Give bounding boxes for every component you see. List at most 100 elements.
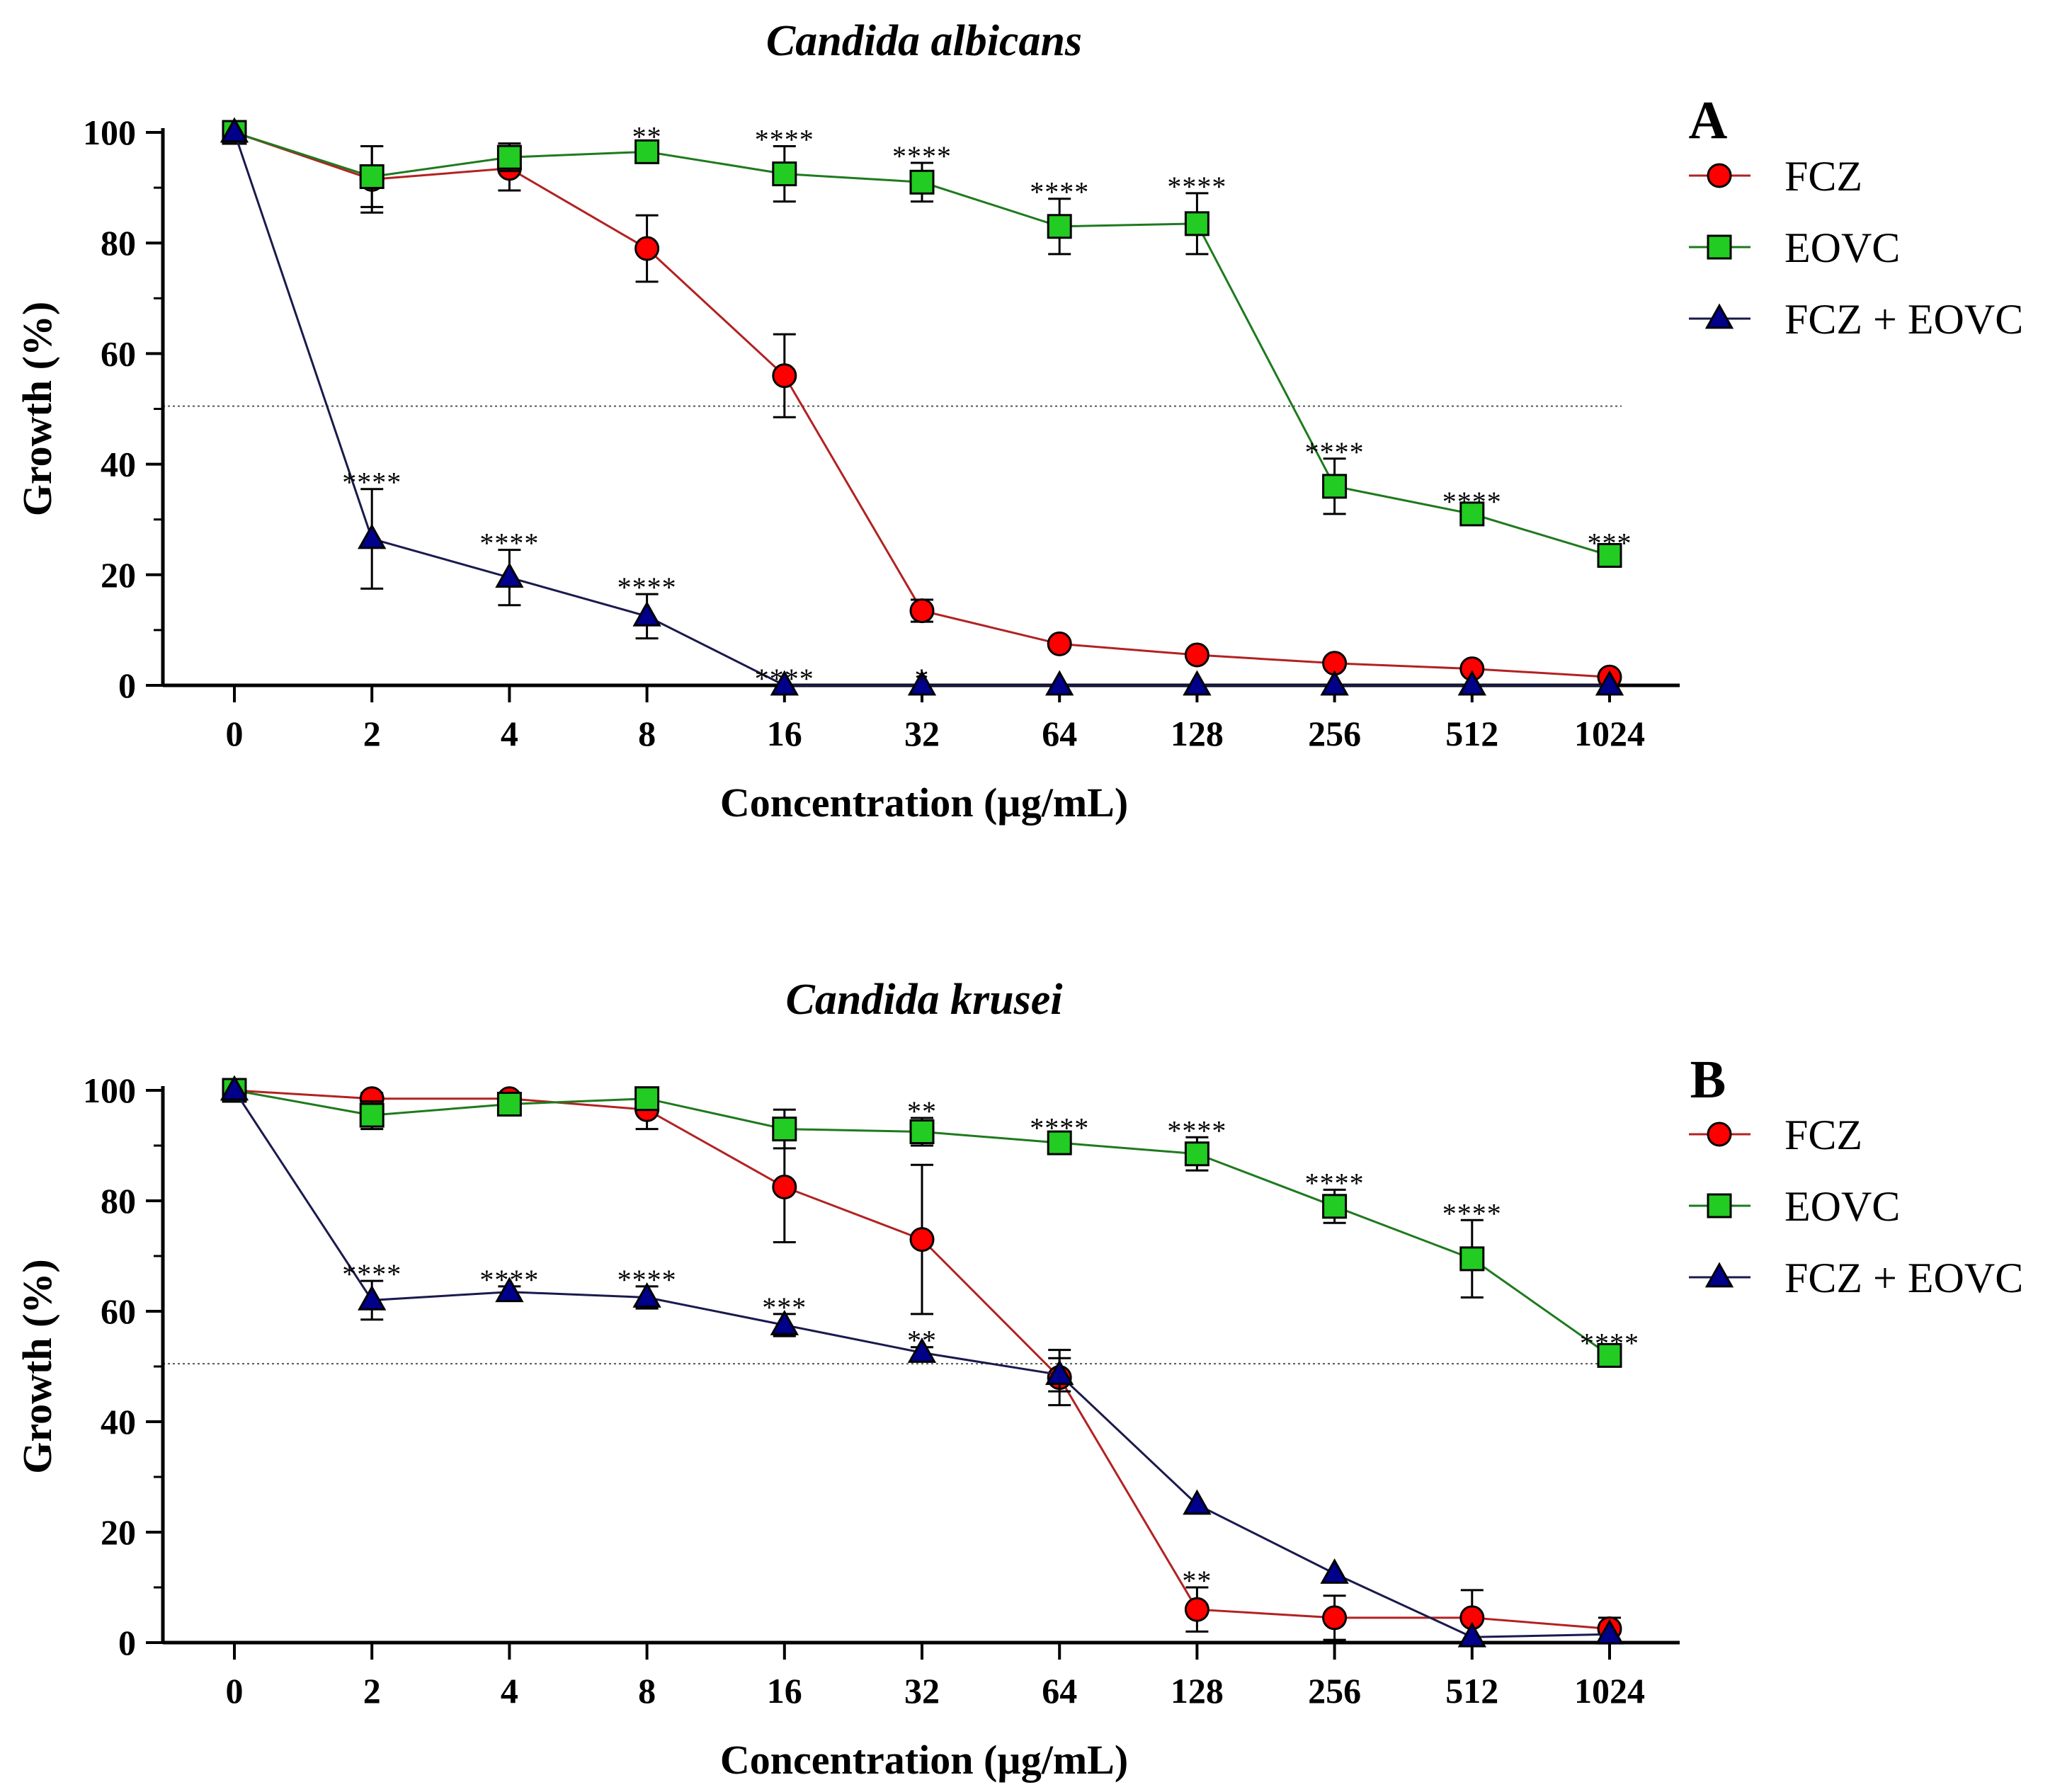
data-point [1047, 631, 1072, 656]
x-tick-label: 64 [1042, 1671, 1077, 1711]
x-tick-label: 256 [1308, 1671, 1361, 1711]
x-tick-label: 2 [363, 714, 381, 753]
y-tick-label: 40 [101, 445, 136, 484]
data-point [634, 236, 660, 261]
data-point [634, 139, 660, 164]
y-tick-label: 80 [101, 223, 136, 263]
panel-label: A [1689, 91, 1728, 150]
x-tick-label: 8 [638, 1671, 656, 1711]
data-point [772, 1175, 797, 1199]
significance-label: ** [1182, 1565, 1212, 1597]
data-point [496, 144, 522, 170]
data-point [220, 1075, 249, 1101]
significance-label: **** [1442, 486, 1502, 518]
legend-label: EOVC [1784, 1183, 1900, 1230]
x-axis-label: Concentration (µg/mL) [720, 780, 1128, 826]
y-tick-label: 100 [83, 1071, 136, 1110]
data-point [1457, 1621, 1486, 1648]
y-tick-label: 80 [101, 1181, 136, 1221]
chart-panel-A: Candida albicans A 0 20 40 60 80 100 0 2 4 8 16 32 64 1… [14, 17, 2023, 826]
significance-label: **** [1305, 436, 1365, 468]
significance-label: **** [755, 124, 814, 156]
legend-label: FCZ [1784, 153, 1862, 200]
significance-label: **** [479, 1264, 539, 1296]
legend-marker [1707, 234, 1732, 260]
chart-title: Candida krusei [785, 976, 1062, 1024]
y-tick-label: 100 [83, 113, 136, 152]
data-point [772, 363, 797, 389]
series-eovc: ****** **************** [222, 1078, 1639, 1368]
x-tick-label: 16 [767, 1671, 802, 1711]
legend: FCZ EOVC FCZ + EOVC [1689, 1112, 2023, 1301]
x-tick-label: 4 [501, 714, 518, 753]
significance-label: **** [892, 140, 952, 172]
data-point [632, 600, 661, 627]
x-tick-label: 128 [1171, 714, 1224, 753]
data-point [359, 164, 385, 189]
data-point [907, 1337, 937, 1363]
x-axis-label: Concentration (µg/mL) [720, 1737, 1128, 1783]
significance-label: **** [1167, 1114, 1226, 1146]
data-point [1322, 1605, 1348, 1631]
x-tick-label: 16 [767, 714, 802, 753]
data-point [1322, 1194, 1348, 1219]
y-tick-label: 60 [101, 333, 136, 373]
data-point [1184, 1597, 1209, 1622]
significance-label: **** [1030, 1112, 1089, 1143]
data-point [358, 523, 387, 549]
legend-label: FCZ + EOVC [1784, 1255, 2023, 1301]
data-point [1320, 1558, 1349, 1584]
y-tick-label: 20 [101, 555, 136, 595]
data-point [1045, 670, 1074, 696]
significance-label: ** [907, 1095, 937, 1127]
data-point [1597, 542, 1622, 568]
data-point [1183, 670, 1212, 696]
y-tick-label: 60 [101, 1291, 136, 1331]
significance-label: * [915, 663, 930, 695]
x-tick-label: 512 [1445, 714, 1498, 753]
data-point [909, 598, 935, 624]
significance-label: **** [617, 571, 677, 603]
series-eovc: ** ************ *************** [222, 120, 1632, 568]
series-fcz-eovc: ***************** [220, 117, 1624, 696]
data-point [358, 1284, 387, 1311]
x-tick-label: 0 [226, 714, 244, 753]
data-point [634, 1086, 660, 1112]
x-tick-label: 1024 [1574, 1671, 1645, 1711]
x-tick-label: 512 [1445, 1671, 1498, 1711]
y-tick-label: 40 [101, 1402, 136, 1442]
legend-label: EOVC [1784, 224, 1900, 271]
legend: FCZ EOVC FCZ + EOVC [1689, 153, 2023, 343]
data-point [632, 1282, 661, 1308]
x-tick-label: 32 [904, 714, 940, 753]
data-point [1459, 501, 1485, 527]
legend-label: FCZ + EOVC [1784, 296, 2023, 343]
significance-label: **** [1442, 1197, 1502, 1229]
data-point [909, 1227, 935, 1252]
series-fcz-eovc: ***************** [220, 1075, 1624, 1648]
data-point [496, 1092, 522, 1117]
x-tick-label: 2 [363, 1671, 381, 1711]
significance-label: ** [632, 121, 662, 153]
series-fcz [222, 120, 1622, 690]
significance-label: **** [342, 467, 402, 498]
x-tick-label: 8 [638, 714, 656, 753]
data-point [909, 169, 935, 195]
data-point [770, 1310, 799, 1335]
legend-marker [1707, 1193, 1732, 1219]
data-point [1595, 1619, 1624, 1645]
significance-label: ** [907, 1325, 937, 1357]
data-point [909, 1119, 935, 1144]
x-tick-label: 4 [501, 1671, 518, 1711]
data-point [1597, 1342, 1622, 1368]
significance-label: **** [1580, 1328, 1639, 1359]
data-point [1184, 1141, 1209, 1167]
x-tick-label: 0 [226, 1671, 244, 1711]
data-point [1184, 211, 1209, 236]
y-tick-label: 0 [118, 1623, 136, 1662]
data-point [1459, 1246, 1485, 1272]
x-tick-label: 256 [1308, 714, 1361, 753]
data-point [359, 1102, 385, 1128]
significance-label: **** [617, 1264, 677, 1296]
significance-label: **** [342, 1258, 402, 1290]
